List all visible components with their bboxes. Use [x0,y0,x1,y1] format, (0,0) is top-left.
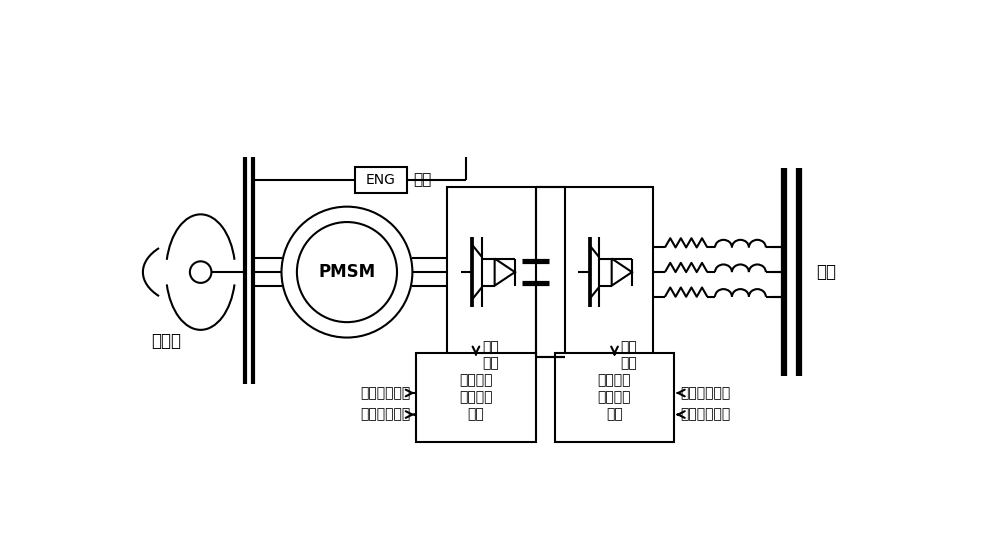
Text: 流器控制: 流器控制 [598,390,631,404]
Circle shape [297,222,397,322]
Text: 电网电压电流: 电网电压电流 [680,386,731,400]
Text: 电机侧变: 电机侧变 [459,373,493,387]
Bar [447,187,536,357]
Text: 系统: 系统 [606,407,623,421]
Text: 直流母线电压: 直流母线电压 [680,408,731,422]
Text: 电机侧变: 电机侧变 [598,373,631,387]
Circle shape [190,261,211,283]
Text: 电机转子转速: 电机转子转速 [360,408,410,422]
Bar [416,353,536,441]
Circle shape [282,207,412,338]
Bar [555,353,674,441]
Text: 控制
信号: 控制 信号 [482,340,499,370]
Text: 螺旋桨: 螺旋桨 [151,332,181,350]
Text: 流器控制: 流器控制 [459,390,493,404]
Text: PMSM: PMSM [318,263,376,281]
Bar [565,187,653,357]
Text: 控制
信号: 控制 信号 [621,340,637,370]
Text: 主机: 主机 [413,172,431,187]
Text: 系统: 系统 [468,407,484,421]
Bar [355,166,407,193]
Text: 定子电压电流: 定子电压电流 [360,386,410,400]
Text: 电网: 电网 [817,263,837,281]
Text: ENG: ENG [366,173,396,187]
